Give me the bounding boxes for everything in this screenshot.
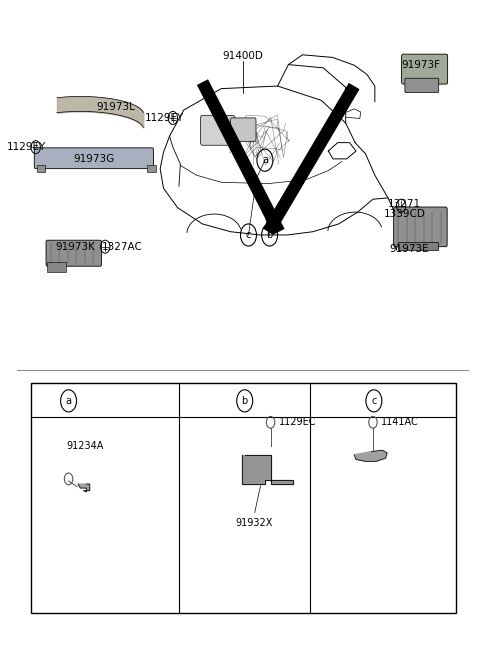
FancyBboxPatch shape <box>34 148 154 169</box>
Text: 1141AC: 1141AC <box>381 417 419 427</box>
FancyBboxPatch shape <box>201 115 235 145</box>
Text: 1327AC: 1327AC <box>102 241 143 252</box>
FancyBboxPatch shape <box>394 207 447 247</box>
Text: 1129EY: 1129EY <box>145 113 184 123</box>
Text: 91973K: 91973K <box>56 241 96 252</box>
Text: 1339CD: 1339CD <box>384 209 425 218</box>
Bar <box>398 242 438 250</box>
Polygon shape <box>354 450 387 461</box>
Bar <box>36 165 45 172</box>
Text: 91973G: 91973G <box>74 154 115 164</box>
Text: a: a <box>262 155 268 165</box>
FancyBboxPatch shape <box>230 118 256 141</box>
Text: a: a <box>66 396 72 406</box>
Text: 1129EC: 1129EC <box>279 417 316 427</box>
Text: 91973E: 91973E <box>389 243 429 254</box>
Bar <box>48 262 66 272</box>
Text: c: c <box>371 396 377 406</box>
Text: 91932X: 91932X <box>235 518 273 528</box>
FancyBboxPatch shape <box>405 78 439 92</box>
Bar <box>31 383 456 613</box>
Polygon shape <box>242 455 293 484</box>
Text: 13271: 13271 <box>388 199 421 209</box>
Text: 91973F: 91973F <box>401 60 440 70</box>
Text: 91400D: 91400D <box>222 51 263 61</box>
Text: c: c <box>246 230 251 240</box>
Text: b: b <box>241 396 248 406</box>
Text: 91234A: 91234A <box>66 441 104 451</box>
Text: 1129EY: 1129EY <box>7 142 46 152</box>
FancyBboxPatch shape <box>402 54 448 84</box>
Text: b: b <box>266 230 273 240</box>
Polygon shape <box>78 484 90 492</box>
Text: 91973L: 91973L <box>96 102 135 112</box>
FancyBboxPatch shape <box>46 240 101 266</box>
Bar <box>147 165 156 172</box>
